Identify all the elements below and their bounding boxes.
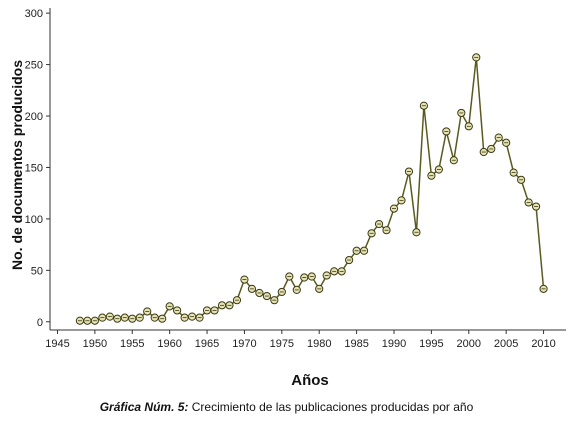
data-point xyxy=(359,246,369,255)
data-point xyxy=(539,284,548,293)
data-point xyxy=(113,314,122,323)
data-point xyxy=(389,204,399,213)
data-point xyxy=(517,175,526,184)
y-tick-label: 150 xyxy=(25,162,43,174)
data-point xyxy=(128,314,137,323)
data-point xyxy=(225,301,234,310)
data-point xyxy=(509,168,518,177)
data-point xyxy=(412,228,421,237)
data-point xyxy=(232,296,242,305)
data-point xyxy=(322,271,331,280)
data-point xyxy=(83,316,92,325)
data-point xyxy=(75,316,85,325)
data-point xyxy=(180,313,189,322)
data-point xyxy=(143,307,152,316)
data-point xyxy=(173,306,182,315)
data-point xyxy=(434,165,443,174)
y-tick-label: 200 xyxy=(25,111,43,123)
data-point xyxy=(337,267,346,276)
y-tick-label: 50 xyxy=(31,265,43,277)
data-points xyxy=(75,53,548,325)
data-point xyxy=(524,198,533,207)
x-tick-label: 2000 xyxy=(457,338,481,350)
x-tick-label: 1945 xyxy=(45,338,69,350)
ticks: 0 50 100 150 200 250 300 1945 1950 1955 1960 1965 19… xyxy=(25,8,556,350)
axes xyxy=(49,8,566,331)
y-axis-label: No. de documentos producidos xyxy=(9,60,25,270)
y-tick-label: 0 xyxy=(37,317,43,329)
data-point xyxy=(531,202,541,211)
x-tick-label: 1970 xyxy=(232,338,256,350)
data-point xyxy=(98,313,107,322)
x-tick-label: 1955 xyxy=(120,338,144,350)
data-point xyxy=(277,287,286,297)
data-point xyxy=(195,313,204,322)
data-point xyxy=(397,196,406,205)
y-tick-label: 100 xyxy=(25,214,43,226)
figure-caption: Gráfica Núm. 5: Crecimiento de las publi… xyxy=(0,400,573,414)
data-point xyxy=(90,316,99,325)
data-point xyxy=(479,147,488,157)
data-point xyxy=(217,301,227,310)
data-point xyxy=(292,285,301,294)
data-point xyxy=(487,144,496,154)
x-tick-label: 1990 xyxy=(382,338,406,350)
data-point xyxy=(307,272,316,281)
y-tick-label: 300 xyxy=(25,8,43,20)
x-tick-label: 2010 xyxy=(531,338,555,350)
x-tick-label: 1980 xyxy=(307,338,331,350)
data-point xyxy=(262,291,271,301)
data-point xyxy=(187,312,197,321)
x-tick-label: 2005 xyxy=(494,338,518,350)
x-axis-label: Años xyxy=(291,372,329,389)
line-chart: 0 50 100 150 200 250 300 1945 1950 1955 1960 1965 19… xyxy=(9,8,566,389)
data-point xyxy=(352,246,361,255)
data-point xyxy=(404,167,414,176)
data-point xyxy=(210,306,219,315)
data-point xyxy=(315,284,324,293)
data-point xyxy=(419,101,429,110)
data-point xyxy=(472,53,481,62)
x-tick-label: 1985 xyxy=(344,338,368,350)
data-point xyxy=(300,273,309,282)
data-point xyxy=(158,314,167,323)
data-point xyxy=(464,122,473,131)
data-point xyxy=(120,313,129,322)
data-point xyxy=(457,108,466,118)
data-point xyxy=(285,272,294,281)
series-line xyxy=(79,57,545,322)
data-point xyxy=(255,288,264,298)
x-tick-label: 1950 xyxy=(83,338,107,350)
data-point xyxy=(449,156,458,165)
x-tick-label: 1975 xyxy=(270,338,294,350)
data-point xyxy=(105,312,114,321)
data-point xyxy=(427,171,436,180)
data-point xyxy=(502,138,511,147)
data-point xyxy=(150,313,159,322)
x-tick-label: 1960 xyxy=(157,338,181,350)
data-point xyxy=(345,255,354,265)
data-point xyxy=(165,302,174,311)
data-point xyxy=(240,275,249,284)
x-tick-label: 1995 xyxy=(419,338,443,350)
data-point xyxy=(374,219,384,229)
data-point xyxy=(382,226,391,235)
caption-lead: Gráfica Núm. 5: xyxy=(99,400,189,414)
data-point xyxy=(442,127,451,136)
data-point xyxy=(202,306,212,315)
data-point xyxy=(247,284,257,293)
x-tick-label: 1965 xyxy=(195,338,219,350)
data-point xyxy=(330,267,339,276)
data-point xyxy=(494,133,503,142)
data-point xyxy=(367,229,376,238)
caption-text: Crecimiento de las publicaciones produci… xyxy=(188,400,474,414)
data-point xyxy=(135,313,144,322)
data-point xyxy=(270,296,279,305)
y-tick-label: 250 xyxy=(25,60,43,72)
